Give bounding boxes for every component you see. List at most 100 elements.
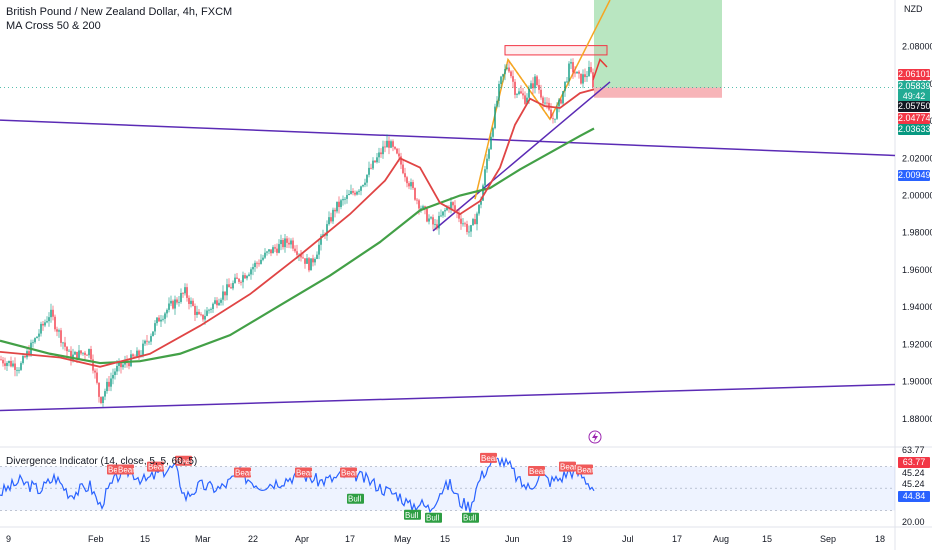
candle-body [400,156,402,165]
candle-body [10,360,12,367]
price-tick: 1.92000 [902,339,932,349]
bear-label: Bear [340,467,358,478]
label-text: Bear [481,454,498,463]
time-tick: 17 [345,534,355,544]
candle-body [136,350,138,357]
candle-body [518,91,520,95]
candle-body [282,240,284,248]
candle-body [496,100,498,107]
candle-body [64,342,66,347]
label-bg [576,464,593,475]
candle-body [422,206,424,209]
osc-tick: 45.24 [902,468,925,478]
time-tick: Feb [88,534,104,544]
label-text: Bear [176,457,193,466]
candle-body [156,317,158,324]
candle-body [232,282,234,289]
candle-body [328,217,330,225]
candle-body [266,251,268,253]
time-tick: Aug [713,534,729,544]
candle-body [14,363,16,370]
label-bg [425,512,442,523]
candle-body [398,153,400,157]
candle-body [256,262,258,264]
resistance-box [504,45,608,56]
candle-body [308,258,310,271]
candle-body [480,200,482,205]
label-bg [295,467,312,478]
candle-body [152,331,154,337]
candle-body [86,354,88,356]
candle-body [506,67,508,69]
label-text: Bear [108,466,125,475]
candle-body [66,346,68,352]
candle-body [56,329,58,332]
candle-body [100,396,102,403]
candle-body [388,140,390,148]
time-tick: 18 [875,534,885,544]
candle-body [528,88,530,98]
candle-body [590,66,592,73]
candle-body [564,81,566,92]
candle-body [492,128,494,137]
candle-body [116,365,118,372]
time-tick: 17 [672,534,682,544]
time-tick: May [394,534,412,544]
candle-body [220,299,222,303]
candle-body [112,374,114,379]
candle-body [444,210,446,212]
candle-body [526,97,528,104]
candle-body [556,106,558,119]
candle-body [486,158,488,170]
candle-body [478,204,480,214]
label-bg [175,455,192,466]
candle-body [482,185,484,201]
candle-body [16,369,18,371]
candle-body [510,71,512,77]
candle-body [368,167,370,175]
trend-lines [0,0,896,412]
upper-trendline [0,119,896,157]
candle-body [242,275,244,283]
candle-body [48,317,50,322]
candle-body [332,209,334,222]
candle-body [130,354,132,367]
candle-body [498,83,500,101]
label-text: Bear [148,463,165,472]
candle-body [20,363,22,370]
bull-label: Bull [425,512,442,523]
candle-body [78,350,80,360]
candle-body [224,291,226,296]
candle-body [200,314,202,316]
candle-body [196,311,198,315]
candle-body [128,363,130,367]
candle-body [36,336,38,339]
candle-body [234,277,236,283]
candle-body [570,62,572,64]
candle-body [280,240,282,245]
candle-body [542,97,544,104]
candle-body [268,249,270,252]
candle-body [440,215,442,217]
candle-body [544,102,546,104]
candle-body [246,275,248,279]
candle-body [286,238,288,243]
label-bg [480,452,497,463]
candle-body [258,263,260,265]
candle-body [550,109,552,119]
time-tick: 15 [440,534,450,544]
candle-body [292,240,294,249]
bear-label: Bear [117,464,135,475]
candle-body [342,199,344,201]
price-tick: 1.88000 [902,414,932,424]
label-text: Bear [529,467,546,476]
candle-body [172,300,174,309]
price-tag: 2.06101 [898,69,931,80]
label-text: Bull [426,514,440,523]
candle-body [410,182,412,187]
candle-body [278,244,280,253]
time-tick: 9 [6,534,11,544]
label-bg [528,465,545,476]
